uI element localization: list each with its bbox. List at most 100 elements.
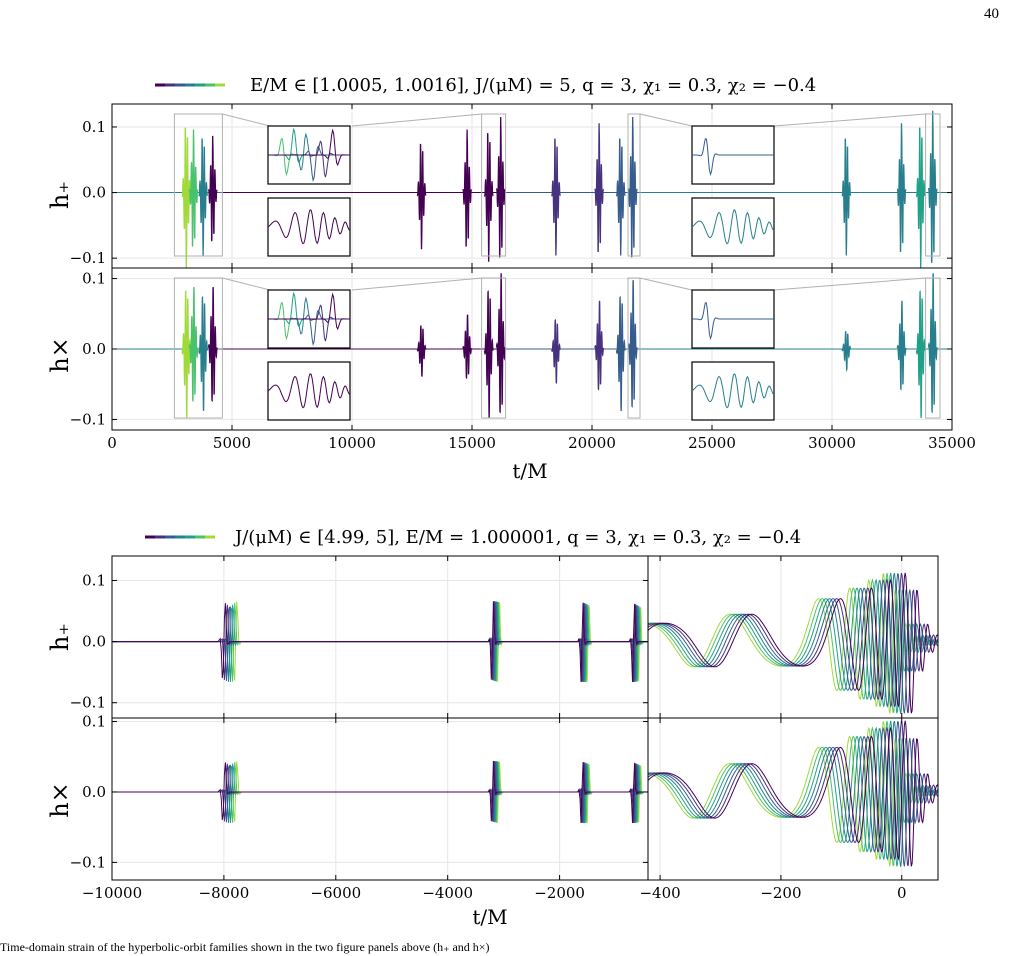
zoom-region — [481, 113, 507, 257]
zoom-connector — [639, 277, 693, 291]
legend-label: J/(μM) ∈ [4.99, 5], E/M = 1.000001, q = … — [233, 527, 801, 548]
y-tick-label: 0.1 — [82, 118, 106, 136]
waveform-burst — [198, 138, 209, 256]
inset-waveform — [692, 302, 774, 341]
waveform-burst — [896, 123, 907, 253]
zoom-connector — [222, 277, 271, 291]
waveform-burst — [462, 314, 473, 380]
waveform-series — [647, 573, 939, 714]
x-tick-label: −8000 — [199, 884, 250, 902]
zoom-region — [481, 277, 507, 419]
waveform-burst — [416, 325, 427, 377]
waveform-series — [647, 572, 939, 714]
y-axis-label: h₊ — [46, 623, 74, 651]
waveform-burst — [594, 123, 605, 253]
waveform-burst — [841, 331, 852, 373]
waveform-burst — [198, 295, 209, 411]
y-axis-label: h₊ — [46, 181, 74, 209]
y-tick-label: 0.0 — [82, 340, 106, 358]
inset-waveform — [692, 138, 774, 177]
x-tick-label: 35000 — [928, 434, 976, 452]
x-tick-label: 30000 — [808, 434, 856, 452]
waveform-burst — [594, 300, 605, 391]
zoom-region — [173, 277, 223, 419]
zoom-connector — [639, 113, 693, 127]
x-tick-label: −6000 — [310, 884, 361, 902]
h-cross-wide-panel: −0.1 0.0 0.1 −10000 −8000 −6000 −4000 −2000 — [70, 713, 649, 902]
y-tick-label: 0.0 — [82, 783, 106, 801]
x-axis-label: t/M — [472, 905, 507, 929]
y-axis-label: h× — [46, 337, 74, 373]
waveform-series — [647, 572, 939, 714]
inset-panel — [691, 361, 775, 421]
inset-panel — [267, 361, 351, 421]
waveform-burst — [495, 273, 506, 414]
x-tick-label: 5000 — [213, 434, 251, 452]
x-tick-label: 10000 — [328, 434, 376, 452]
legend: J/(μM) ∈ [4.99, 5], E/M = 1.000001, q = … — [145, 527, 801, 548]
x-tick-label: −10000 — [82, 884, 142, 902]
page-number: 40 — [984, 6, 999, 22]
h-cross-panel: −0.1 0.0 0.1 0 5000 10000 15000 20000 25000 30000… — [70, 267, 976, 452]
waveform-burst — [483, 133, 494, 262]
plot-background — [112, 718, 648, 880]
inset-panel — [267, 197, 351, 257]
waveform-burst — [181, 127, 192, 269]
y-tick-label: 0.1 — [82, 571, 106, 589]
x-tick-label: −400 — [639, 884, 680, 902]
x-axis-label: t/M — [512, 459, 547, 483]
legend-label: E/M ∈ [1.0005, 1.0016], J/(μM) = 5, q = … — [250, 75, 816, 96]
waveform-burst — [841, 138, 852, 256]
y-tick-label: 0.0 — [82, 184, 106, 202]
zoom-region — [627, 113, 641, 257]
waveform-series — [112, 601, 648, 683]
waveform-burst — [495, 116, 506, 258]
zoom-region — [173, 113, 223, 257]
waveform-series — [112, 760, 648, 824]
inset-panel — [691, 197, 775, 257]
zoom-region — [627, 277, 641, 419]
y-tick-label: −0.1 — [70, 410, 106, 428]
waveform-burst — [188, 287, 199, 403]
waveform-burst — [416, 143, 427, 250]
waveform-burst — [462, 129, 473, 247]
x-tick-label: 0 — [107, 434, 117, 452]
plot-background — [112, 556, 648, 718]
y-tick-label: 0.1 — [82, 713, 106, 731]
y-tick-label: 0.1 — [82, 270, 106, 288]
waveform-burst — [915, 127, 926, 269]
waveform-burst — [627, 280, 638, 408]
waveform-burst — [927, 110, 938, 263]
waveform-burst — [551, 318, 561, 384]
waveform-series — [647, 720, 939, 867]
zoom-region — [925, 277, 941, 419]
x-tick-label: 15000 — [448, 434, 496, 452]
waveform-burst — [483, 290, 494, 418]
y-tick-label: −0.1 — [70, 853, 106, 871]
y-tick-label: −0.1 — [70, 694, 106, 712]
h-plus-wide-panel: −0.1 0.0 0.1 — [70, 555, 649, 719]
x-tick-label: 20000 — [568, 434, 616, 452]
figure-caption: Time-domain strain of the hyperbolic-orb… — [0, 940, 490, 954]
waveform-burst — [207, 287, 218, 403]
zoom-connector — [773, 113, 926, 127]
waveform-burst — [207, 135, 218, 242]
zoom-region — [925, 113, 941, 257]
h-cross-zoom-panel: −400 −200 0 — [639, 717, 939, 902]
plot-background — [112, 104, 952, 268]
axes-frame — [647, 717, 939, 881]
x-tick-label: 25000 — [688, 434, 736, 452]
top-figure: E/M ∈ [1.0005, 1.0016], J/(μM) = 5, q = … — [46, 75, 976, 483]
y-tick-label: 0.0 — [82, 633, 106, 651]
x-tick-label: −200 — [760, 884, 801, 902]
x-tick-label: 0 — [897, 884, 907, 902]
waveform-burst — [927, 273, 938, 414]
waveform-series — [647, 721, 939, 867]
y-tick-label: −0.1 — [70, 249, 106, 267]
legend: E/M ∈ [1.0005, 1.0016], J/(μM) = 5, q = … — [155, 75, 816, 96]
waveform-series — [647, 720, 939, 867]
x-tick-label: −2000 — [534, 884, 585, 902]
h-plus-zoom-panel — [647, 555, 939, 719]
waveform-burst — [915, 290, 926, 418]
